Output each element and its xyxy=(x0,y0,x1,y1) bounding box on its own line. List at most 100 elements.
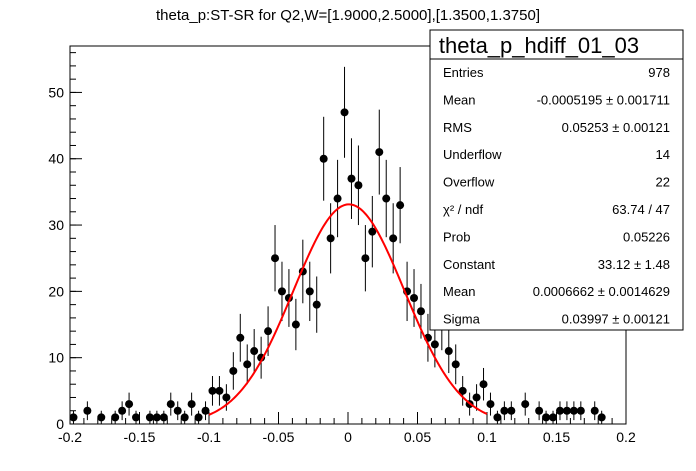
data-point xyxy=(284,269,293,327)
x-tick-label: 0.05 xyxy=(404,429,431,445)
stat-value: 978 xyxy=(648,65,670,80)
data-marker xyxy=(243,360,252,369)
data-point xyxy=(549,410,558,424)
stat-value: 63.74 / 47 xyxy=(612,202,670,217)
data-point xyxy=(479,367,488,401)
data-point xyxy=(375,109,384,195)
data-point xyxy=(458,376,467,406)
data-point xyxy=(542,410,551,424)
x-tick-label: 0.2 xyxy=(616,429,636,445)
data-marker xyxy=(208,386,217,395)
data-marker xyxy=(173,406,182,415)
data-marker xyxy=(493,413,502,422)
data-point xyxy=(305,261,314,322)
data-point xyxy=(125,392,134,416)
data-marker xyxy=(222,393,231,402)
gaussian-fit-curve xyxy=(208,203,488,416)
data-marker xyxy=(444,347,453,356)
y-tick-label: 0 xyxy=(56,416,64,432)
data-marker xyxy=(507,406,516,415)
stat-value: 22 xyxy=(656,175,670,190)
data-point xyxy=(97,410,106,424)
data-marker xyxy=(152,413,161,422)
data-marker xyxy=(375,148,384,157)
data-point xyxy=(271,225,280,292)
stat-label: Entries xyxy=(443,65,484,80)
stat-label: Mean xyxy=(443,92,476,107)
data-point xyxy=(291,298,300,351)
chart-title: theta_p:ST-SR for Q2,W=[1.9000,2.5000],[… xyxy=(156,7,540,24)
data-point xyxy=(159,410,168,424)
data-point xyxy=(340,66,349,158)
y-tick-label: 20 xyxy=(48,283,64,299)
data-point xyxy=(521,392,530,416)
data-point xyxy=(451,344,460,385)
data-point xyxy=(236,313,245,362)
data-point xyxy=(69,410,78,424)
data-point xyxy=(152,410,161,424)
data-point xyxy=(180,410,189,424)
data-point xyxy=(333,159,342,238)
data-point xyxy=(215,376,224,406)
stat-label: χ² / ndf xyxy=(443,202,483,217)
data-point xyxy=(368,195,377,268)
data-marker xyxy=(451,360,460,369)
data-point xyxy=(298,239,307,304)
data-marker xyxy=(333,194,342,203)
data-marker xyxy=(597,413,606,422)
stat-value: -0.0005195 ± 0.001711 xyxy=(537,92,670,107)
data-point xyxy=(507,401,516,421)
stats-rows: Entries 978 Mean -0.0005195 ± 0.001711 RMS 0.… xyxy=(443,65,670,327)
stat-value: 0.05253 ± 0.00121 xyxy=(562,120,670,135)
data-marker xyxy=(125,400,134,409)
data-marker xyxy=(236,333,245,342)
data-point xyxy=(312,276,321,333)
data-point xyxy=(590,401,599,421)
data-marker xyxy=(250,347,259,356)
data-marker xyxy=(416,307,425,316)
data-marker xyxy=(118,406,127,415)
data-marker xyxy=(111,413,120,422)
data-point xyxy=(132,410,141,424)
x-tick-label: -0.1 xyxy=(197,429,221,445)
data-point xyxy=(493,410,502,424)
y-tick-label: 40 xyxy=(48,151,64,167)
stat-label: Overflow xyxy=(443,175,495,190)
data-marker xyxy=(166,400,175,409)
data-marker xyxy=(576,406,585,415)
data-points xyxy=(69,66,606,424)
data-marker xyxy=(83,406,92,415)
data-marker xyxy=(347,174,356,183)
data-marker xyxy=(277,287,286,296)
data-marker xyxy=(472,393,481,402)
data-marker xyxy=(542,413,551,422)
data-point xyxy=(396,167,405,244)
x-tick-label: -0.05 xyxy=(263,429,295,445)
x-axis: -0.2 -0.15 -0.1 -0.05 0 0.05 0.1 0.15 0.2 xyxy=(58,412,636,445)
data-marker xyxy=(354,181,363,190)
stat-label: Constant xyxy=(443,257,495,272)
data-point xyxy=(173,401,182,421)
x-tick-label: 0.15 xyxy=(543,429,570,445)
data-point xyxy=(410,269,419,327)
x-tick-label: 0.1 xyxy=(477,429,497,445)
data-point xyxy=(201,401,210,421)
y-tick-label: 50 xyxy=(48,84,64,100)
data-marker xyxy=(180,413,189,422)
stats-box-frame xyxy=(429,29,684,331)
data-point xyxy=(250,329,259,374)
data-point xyxy=(444,329,453,374)
data-point xyxy=(382,159,391,238)
data-marker xyxy=(215,386,224,395)
data-marker xyxy=(389,234,398,243)
data-marker xyxy=(361,254,370,263)
stat-label: Prob xyxy=(443,229,470,244)
stat-value: 0.0006662 ± 0.0014629 xyxy=(533,284,670,299)
data-point xyxy=(569,401,578,421)
data-point xyxy=(361,225,370,292)
data-marker xyxy=(97,413,106,422)
y-axis: 0 10 20 30 40 50 xyxy=(48,52,82,432)
data-marker xyxy=(291,320,300,329)
data-marker xyxy=(382,194,391,203)
data-point xyxy=(562,401,571,421)
